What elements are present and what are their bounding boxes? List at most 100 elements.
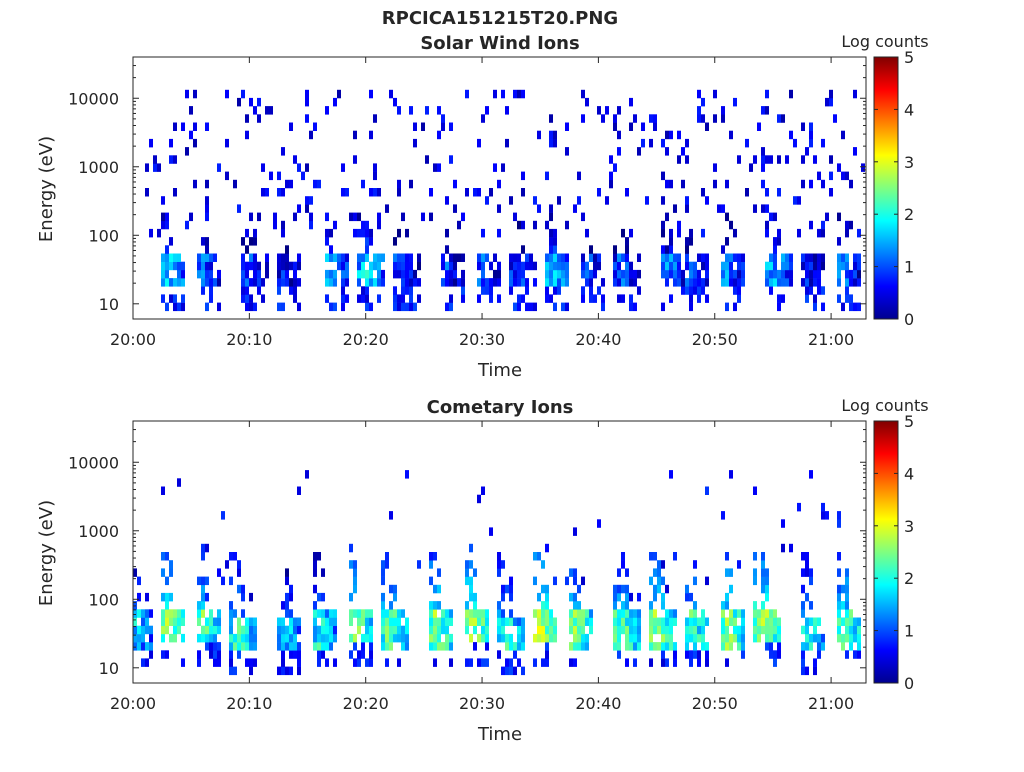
spectrogram-cell: [297, 486, 301, 495]
spectrogram-cell: [621, 617, 625, 626]
spectrogram-cell: [729, 278, 733, 287]
spectrogram-cell: [837, 511, 841, 520]
spectrogram-cell: [669, 245, 673, 254]
spectrogram-cell: [257, 286, 261, 295]
spectrogram-cell: [325, 609, 329, 618]
spectrogram-cell: [557, 286, 561, 295]
spectrogram-cell: [241, 633, 245, 643]
spectrogram-cell: [297, 253, 301, 262]
spectrogram-cell: [365, 245, 369, 254]
spectrogram-cell: [557, 269, 561, 279]
spectrogram-cell: [637, 253, 641, 262]
spectrogram-cell: [617, 650, 621, 659]
spectrogram-cell: [205, 592, 209, 602]
spectrogram-cell: [569, 642, 573, 651]
spectrogram-cell: [229, 601, 233, 610]
spectrogram-cell: [161, 650, 165, 659]
spectrogram-cell: [665, 212, 669, 222]
spectrogram-cell: [569, 625, 573, 635]
spectrogram-cell: [817, 261, 821, 271]
spectrogram-cell: [705, 658, 709, 667]
spectrogram-cell: [721, 245, 725, 254]
spectrogram-cell: [305, 204, 309, 213]
spectrogram-cell: [365, 625, 369, 635]
spectrogram-cell: [169, 138, 173, 148]
spectrogram-cell: [629, 269, 633, 279]
spectrogram-cell: [457, 253, 461, 262]
spectrogram-cell: [521, 269, 525, 279]
spectrogram-cell: [357, 294, 361, 303]
spectrogram-cell: [329, 617, 333, 626]
spectrogram-cell: [449, 122, 453, 131]
spectrogram-cell: [677, 253, 681, 262]
spectrogram-cell: [669, 609, 673, 618]
spectrogram-cell: [705, 269, 709, 279]
spectrogram-cell: [545, 625, 549, 635]
spectrogram-cell: [581, 642, 585, 651]
spectrogram-cell: [805, 552, 809, 561]
spectrogram-cell: [493, 269, 497, 279]
spectrogram-cell: [469, 584, 473, 594]
spectrogram-cell: [205, 253, 209, 262]
spectrogram-cell: [649, 642, 653, 651]
spectrogram-cell: [217, 269, 221, 279]
spectrogram-cell: [241, 642, 245, 651]
spectrogram-cell: [381, 601, 385, 610]
spectrogram-cell: [445, 625, 449, 635]
spectrogram-cell: [521, 642, 525, 651]
spectrogram-cell: [245, 269, 249, 279]
spectrogram-cell: [465, 188, 469, 197]
spectrogram-cell: [589, 253, 593, 262]
spectrogram-cell: [621, 560, 625, 569]
spectrogram-cell: [617, 633, 621, 643]
spectrogram-cell: [513, 278, 517, 287]
spectrogram-cell: [285, 609, 289, 618]
spectrogram-cell: [357, 617, 361, 626]
spectrogram-cell: [681, 269, 685, 279]
spectrogram-cell: [617, 147, 621, 156]
spectrogram-cell: [201, 584, 205, 594]
spectrogram-cell: [325, 253, 329, 262]
spectrogram-cell: [845, 261, 849, 271]
spectrogram-cell: [177, 625, 181, 635]
spectrogram-cell: [541, 601, 545, 610]
spectrogram-cell: [217, 642, 221, 651]
spectrogram-cell: [821, 286, 825, 295]
spectrogram-cell: [201, 286, 205, 295]
spectrogram-cell: [373, 278, 377, 287]
spectrogram-cell: [705, 122, 709, 131]
spectrogram-cell: [293, 294, 297, 303]
spectrogram-cell: [821, 220, 825, 230]
spectrogram-cell: [669, 269, 673, 279]
spectrogram-cell: [501, 592, 505, 602]
spectrogram-cell: [201, 261, 205, 271]
spectrogram-cell: [745, 188, 749, 197]
spectrogram-cell: [249, 592, 253, 602]
spectrogram-cell: [761, 601, 765, 610]
spectrogram-cell: [537, 130, 541, 140]
spectrogram-cell: [813, 294, 817, 303]
spectrogram-cell: [361, 617, 365, 626]
spectrogram-cell: [369, 188, 373, 197]
spectrogram-cell: [401, 302, 405, 312]
spectrogram-cell: [697, 286, 701, 295]
spectrogram-cell: [281, 261, 285, 271]
spectrogram-cell: [417, 278, 421, 287]
spectrogram-cell: [653, 609, 657, 618]
spectrogram-cell: [381, 633, 385, 643]
spectrogram-cell: [685, 204, 689, 213]
spectrogram-cell: [281, 147, 285, 156]
spectrogram-cell: [565, 253, 569, 262]
spectrogram-cell: [577, 625, 581, 635]
spectrogram-cell: [273, 212, 277, 222]
spectrogram-cell: [249, 302, 253, 312]
spectrogram-cell: [449, 278, 453, 287]
spectrogram-cell: [365, 269, 369, 279]
spectrogram-cell: [333, 302, 337, 312]
spectrogram-cell: [629, 302, 633, 312]
spectrogram-cell: [273, 220, 277, 230]
spectrogram-cell: [573, 609, 577, 618]
spectrogram-cell: [177, 278, 181, 287]
spectrogram-cell: [297, 278, 301, 287]
